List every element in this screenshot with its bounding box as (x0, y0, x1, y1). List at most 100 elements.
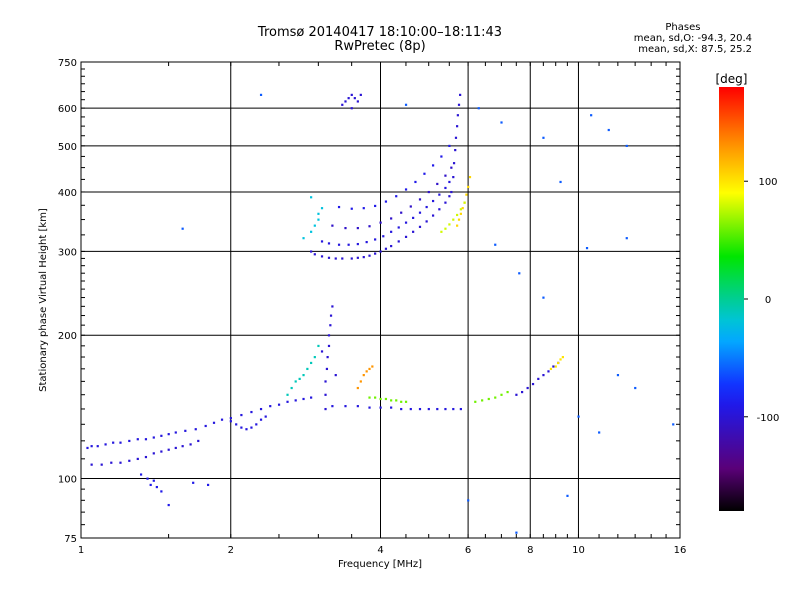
x-tick-label: 1 (78, 545, 84, 556)
data-point (412, 216, 415, 219)
data-point (547, 370, 550, 373)
data-point (331, 224, 334, 227)
data-point (317, 344, 320, 348)
data-point (356, 405, 359, 408)
data-point (436, 182, 439, 186)
data-point (404, 221, 408, 224)
data-point (327, 344, 331, 348)
data-point (625, 144, 628, 148)
data-point (448, 144, 451, 148)
x-tick-label: 8 (527, 545, 533, 556)
data-point (559, 180, 562, 184)
data-point (404, 103, 408, 106)
data-point (404, 235, 408, 238)
data-point (136, 438, 139, 441)
data-point (167, 448, 170, 451)
data-point (452, 175, 455, 179)
data-point (119, 461, 122, 464)
data-point (379, 250, 382, 253)
data-point (531, 382, 535, 386)
data-point (448, 223, 451, 226)
data-point (310, 361, 313, 365)
data-point (452, 218, 455, 221)
data-point (250, 426, 253, 429)
data-point (152, 436, 155, 439)
data-point (400, 211, 403, 214)
y-tick-label: 500 (58, 142, 77, 153)
data-point (481, 399, 484, 402)
data-point (356, 256, 359, 259)
data-point (136, 457, 139, 461)
data-point (374, 396, 377, 399)
data-point (598, 431, 601, 434)
x-tick-label: 6 (465, 545, 471, 556)
data-point (86, 446, 89, 450)
data-point (359, 380, 362, 383)
data-point (325, 367, 329, 371)
plot-frame (80, 61, 681, 539)
data-point (320, 207, 324, 210)
data-point (365, 240, 368, 244)
data-point (585, 247, 589, 250)
colorbar (719, 87, 744, 511)
data-point (425, 220, 428, 223)
data-point (174, 431, 177, 434)
y-tick-label: 750 (58, 58, 77, 69)
data-point (537, 377, 540, 381)
data-point (331, 405, 334, 408)
data-point (194, 428, 197, 431)
data-point (334, 257, 337, 260)
data-point (240, 413, 243, 417)
data-point (414, 180, 417, 184)
data-point (310, 230, 313, 233)
data-point (341, 103, 344, 106)
data-point (554, 365, 557, 368)
data-point (607, 128, 610, 132)
data-point (390, 406, 393, 409)
data-point (542, 296, 545, 299)
data-point (423, 172, 426, 175)
data-point (259, 93, 263, 96)
data-point (450, 166, 453, 169)
data-point (477, 107, 480, 110)
data-point (204, 424, 207, 428)
data-point (390, 244, 393, 248)
data-point (149, 483, 152, 487)
colorbar-tick-label: -100 (757, 413, 780, 424)
data-point (269, 405, 272, 408)
data-point (494, 243, 497, 246)
data-point (559, 358, 562, 361)
data-point (240, 426, 243, 429)
data-point (306, 367, 309, 371)
data-point (467, 185, 470, 189)
data-point (320, 255, 324, 258)
data-point (379, 397, 382, 401)
data-point (302, 237, 305, 240)
data-point (320, 240, 324, 243)
data-point (425, 205, 428, 209)
colorbar-tick-label: 100 (758, 177, 777, 188)
data-point (448, 180, 451, 184)
data-point (390, 399, 393, 402)
data-point (313, 224, 316, 227)
data-point (310, 196, 313, 199)
data-point (506, 390, 509, 394)
data-point (520, 390, 524, 394)
data-point (155, 485, 158, 489)
data-point (542, 374, 545, 377)
data-point (444, 227, 447, 230)
data-point (409, 407, 412, 411)
data-point (298, 377, 301, 381)
data-point (229, 420, 232, 423)
data-point (397, 240, 400, 243)
y-tick-label: 100 (58, 475, 77, 486)
data-point (353, 97, 356, 100)
data-point (368, 367, 371, 371)
data-point (144, 455, 148, 459)
data-point (457, 103, 461, 106)
data-point (337, 205, 341, 209)
data-point (557, 361, 560, 365)
data-point (174, 446, 177, 450)
data-point (359, 93, 362, 96)
